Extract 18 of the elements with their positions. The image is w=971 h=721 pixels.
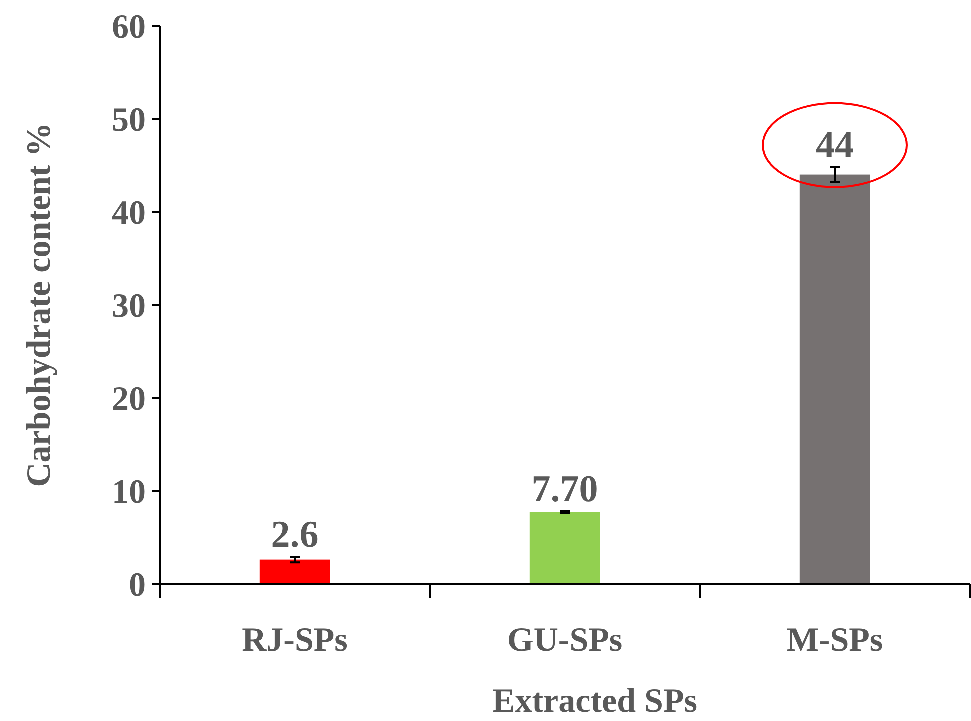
y-tick-label: 30	[112, 288, 146, 325]
y-tick-label: 10	[112, 474, 146, 511]
x-tick-label: RJ-SPs	[242, 622, 348, 659]
y-tick-label: 50	[112, 102, 146, 139]
data-label: 7.70	[532, 468, 598, 510]
y-tick-label: 0	[129, 566, 146, 604]
bar	[530, 512, 600, 584]
data-label: 2.6	[271, 514, 319, 556]
y-tick-label: 40	[112, 194, 146, 232]
y-axis-title: Carbohydrate content %	[21, 122, 58, 488]
x-tick-label: M-SPs	[786, 622, 884, 659]
data-label: 44	[816, 124, 854, 166]
x-axis-title: Extracted SPs	[492, 683, 698, 720]
bar	[800, 174, 870, 584]
x-tick-label: GU-SPs	[507, 622, 623, 659]
y-tick-label: 60	[112, 8, 146, 46]
bar	[260, 560, 330, 584]
y-tick-label: 20	[112, 380, 146, 418]
